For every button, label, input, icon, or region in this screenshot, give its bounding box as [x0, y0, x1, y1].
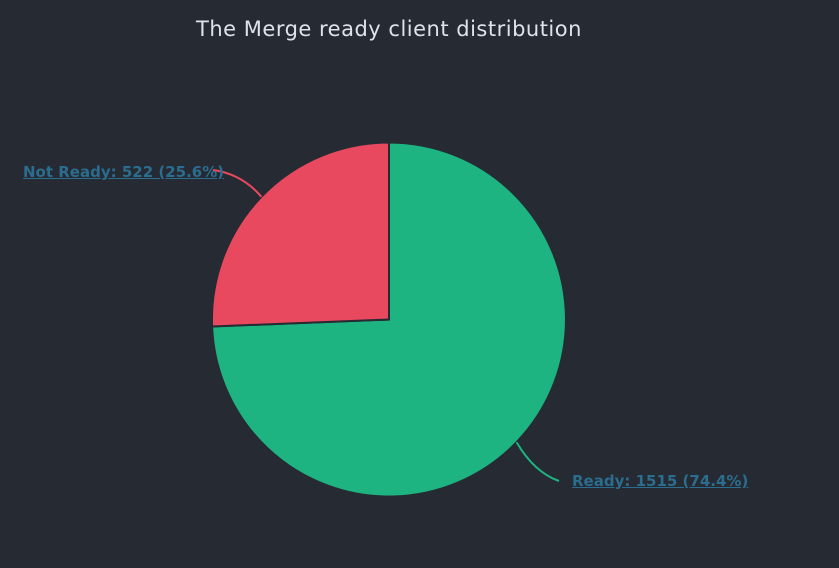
pie-label-not-ready[interactable]: Not Ready: 522 (25.6%) [23, 163, 225, 181]
pie-label-connector-not-ready [212, 169, 263, 198]
pie-label-connector-ready [515, 441, 560, 482]
chart-title: The Merge ready client distribution [196, 17, 582, 41]
pie-label-ready[interactable]: Ready: 1515 (74.4%) [572, 472, 749, 490]
pie-slice-not-ready[interactable] [211, 141, 390, 328]
